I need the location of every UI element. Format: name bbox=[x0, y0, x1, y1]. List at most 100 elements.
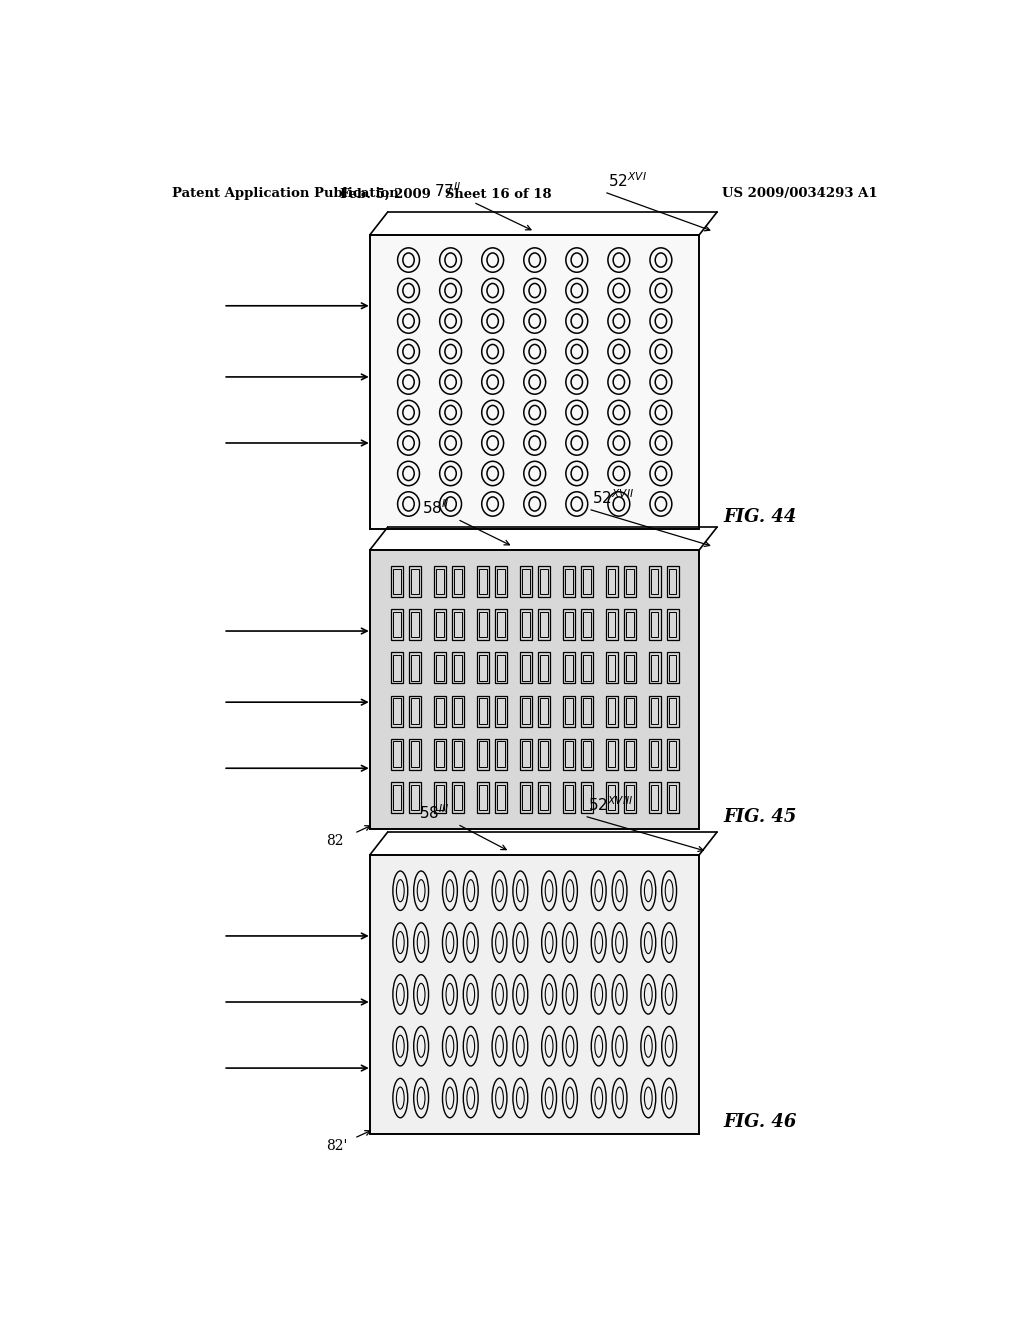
Bar bbox=[434, 739, 445, 770]
Bar bbox=[624, 566, 636, 597]
Bar bbox=[538, 652, 550, 684]
Bar bbox=[565, 742, 572, 767]
Bar bbox=[436, 742, 443, 767]
Bar bbox=[495, 609, 507, 640]
Bar bbox=[669, 655, 677, 681]
Text: 82: 82 bbox=[327, 834, 344, 849]
Bar bbox=[436, 784, 443, 810]
Bar bbox=[520, 781, 531, 813]
Bar bbox=[393, 569, 400, 594]
Bar bbox=[436, 655, 443, 681]
Bar bbox=[454, 742, 462, 767]
Bar bbox=[605, 696, 617, 726]
Bar bbox=[562, 739, 574, 770]
Bar bbox=[497, 698, 505, 723]
Bar bbox=[605, 609, 617, 640]
Bar bbox=[562, 652, 574, 684]
Bar bbox=[393, 742, 400, 767]
Text: $52^{\mathit{XVI}}$: $52^{\mathit{XVI}}$ bbox=[608, 172, 647, 190]
Bar bbox=[477, 696, 488, 726]
Bar bbox=[669, 612, 677, 638]
Bar bbox=[562, 609, 574, 640]
Bar bbox=[648, 696, 660, 726]
Bar bbox=[667, 696, 679, 726]
Bar bbox=[540, 569, 548, 594]
Bar bbox=[409, 652, 421, 684]
Bar bbox=[605, 739, 617, 770]
Bar bbox=[452, 781, 464, 813]
Bar bbox=[565, 698, 572, 723]
Text: $58^{\mathit{III}}$: $58^{\mathit{III}}$ bbox=[419, 804, 450, 822]
Bar bbox=[581, 652, 593, 684]
Bar bbox=[538, 781, 550, 813]
Bar bbox=[452, 566, 464, 597]
Bar bbox=[479, 569, 486, 594]
Bar bbox=[538, 739, 550, 770]
Bar bbox=[538, 696, 550, 726]
Bar bbox=[669, 698, 677, 723]
Bar bbox=[477, 609, 488, 640]
Bar bbox=[479, 612, 486, 638]
Bar bbox=[667, 652, 679, 684]
Bar bbox=[393, 655, 400, 681]
Bar bbox=[477, 566, 488, 597]
Bar bbox=[520, 652, 531, 684]
Bar bbox=[565, 784, 572, 810]
Bar bbox=[436, 612, 443, 638]
Bar bbox=[393, 784, 400, 810]
Bar bbox=[650, 742, 658, 767]
Bar bbox=[538, 609, 550, 640]
Text: 82': 82' bbox=[327, 1139, 348, 1154]
Bar bbox=[370, 235, 699, 529]
Bar bbox=[497, 612, 505, 638]
Bar bbox=[650, 612, 658, 638]
Bar bbox=[583, 742, 591, 767]
Bar bbox=[583, 698, 591, 723]
Bar bbox=[626, 655, 634, 681]
Bar bbox=[540, 655, 548, 681]
Bar bbox=[540, 698, 548, 723]
Bar bbox=[391, 781, 402, 813]
Bar bbox=[409, 781, 421, 813]
Bar bbox=[581, 566, 593, 597]
Bar bbox=[667, 781, 679, 813]
Bar bbox=[391, 696, 402, 726]
Bar bbox=[479, 698, 486, 723]
Bar bbox=[477, 652, 488, 684]
Bar bbox=[520, 696, 531, 726]
Bar bbox=[667, 739, 679, 770]
Bar bbox=[648, 739, 660, 770]
Bar bbox=[538, 566, 550, 597]
Bar bbox=[391, 609, 402, 640]
Bar bbox=[391, 566, 402, 597]
Bar bbox=[650, 655, 658, 681]
Text: US 2009/0034293 A1: US 2009/0034293 A1 bbox=[722, 187, 878, 201]
Bar bbox=[391, 652, 402, 684]
Bar bbox=[626, 742, 634, 767]
Bar bbox=[411, 742, 419, 767]
Bar bbox=[626, 698, 634, 723]
Bar bbox=[495, 739, 507, 770]
Bar bbox=[409, 696, 421, 726]
Bar bbox=[583, 784, 591, 810]
Bar bbox=[477, 739, 488, 770]
Bar bbox=[648, 566, 660, 597]
Bar bbox=[648, 609, 660, 640]
Bar bbox=[565, 569, 572, 594]
Bar bbox=[495, 696, 507, 726]
Bar bbox=[454, 784, 462, 810]
Text: $52^{\mathit{XVII}}$: $52^{\mathit{XVII}}$ bbox=[592, 488, 635, 507]
Bar bbox=[479, 742, 486, 767]
Bar bbox=[497, 784, 505, 810]
Bar bbox=[522, 698, 529, 723]
Bar bbox=[522, 569, 529, 594]
Bar bbox=[669, 742, 677, 767]
Bar bbox=[562, 566, 574, 597]
Bar bbox=[454, 612, 462, 638]
Bar bbox=[624, 739, 636, 770]
Bar bbox=[624, 696, 636, 726]
Bar bbox=[583, 569, 591, 594]
Bar bbox=[436, 698, 443, 723]
Bar bbox=[411, 655, 419, 681]
Bar bbox=[522, 655, 529, 681]
